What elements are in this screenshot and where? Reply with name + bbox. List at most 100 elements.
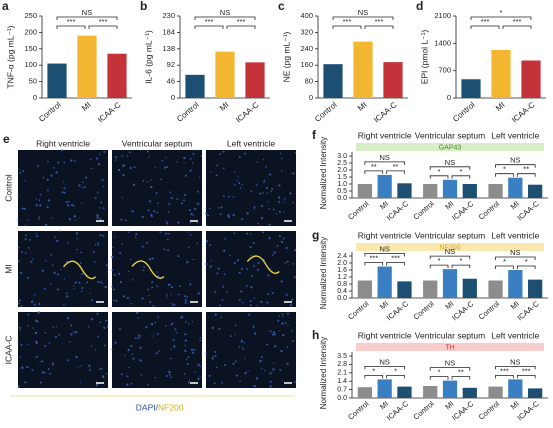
nucleus <box>27 343 30 346</box>
bar <box>397 183 412 198</box>
nucleus <box>105 264 108 266</box>
nucleus <box>252 241 255 244</box>
significance-bracket <box>364 366 405 370</box>
nucleus <box>272 368 275 371</box>
nucleus <box>139 149 141 151</box>
micrograph <box>18 231 108 307</box>
nucleus <box>283 198 286 200</box>
significance-bracket <box>495 265 514 269</box>
nucleus <box>270 372 273 374</box>
nucleus <box>154 376 156 379</box>
nucleus <box>279 330 281 332</box>
nucleus <box>166 222 169 225</box>
significance-bracket <box>332 25 362 29</box>
nucleus <box>34 331 38 335</box>
nucleus <box>73 331 75 333</box>
nucleus <box>230 335 232 338</box>
bar <box>521 60 541 98</box>
nucleus <box>100 201 103 204</box>
y-tick-label: 1400 <box>434 38 451 47</box>
row-label: Control <box>3 174 13 202</box>
nucleus <box>219 213 222 216</box>
nucleus <box>259 192 262 195</box>
nucleus <box>227 215 230 219</box>
nucleus <box>194 208 197 211</box>
nucleus <box>213 382 216 385</box>
nucleus <box>70 159 73 162</box>
nucleus <box>184 193 187 197</box>
nucleus <box>222 285 224 288</box>
panel-label: a <box>2 0 9 13</box>
significance-label: NS <box>510 248 520 257</box>
nucleus <box>137 317 139 319</box>
nucleus <box>184 174 187 177</box>
nucleus <box>248 313 251 316</box>
bar <box>461 79 481 98</box>
nucleus <box>17 196 19 198</box>
significance-bracket <box>451 264 471 269</box>
x-tick-label: MI <box>509 399 521 411</box>
nucleus <box>154 166 156 168</box>
x-tick-label: MI <box>494 100 507 113</box>
nucleus <box>184 339 187 342</box>
nucleus <box>259 361 261 363</box>
significance-label: * <box>525 257 528 266</box>
nucleus <box>101 375 105 378</box>
significance-label: *** <box>99 17 108 26</box>
y-tick-label: 2100 <box>434 11 451 20</box>
nucleus <box>250 254 253 256</box>
significance-label: NS <box>445 247 455 256</box>
nucleus <box>47 160 49 163</box>
nucleus <box>151 286 154 289</box>
marker-label: GAP43 <box>439 144 462 151</box>
nucleus <box>292 201 295 204</box>
nucleus <box>217 206 220 209</box>
significance-label: *** <box>67 17 76 26</box>
nucleus <box>57 161 60 164</box>
nucleus <box>142 180 145 182</box>
nucleus <box>39 193 42 196</box>
nucleus <box>50 217 53 219</box>
nucleus <box>214 313 217 316</box>
nucleus <box>36 235 39 238</box>
nucleus <box>74 219 76 221</box>
y-axis-label: NE (pg mL⁻¹) <box>281 31 291 82</box>
y-tick-label: 400 <box>300 11 313 20</box>
nucleus <box>106 325 109 328</box>
nucleus <box>33 303 36 306</box>
significance-label: *** <box>375 17 384 26</box>
significance-label: NS <box>379 357 389 366</box>
nucleus <box>247 370 249 372</box>
nucleus <box>37 164 39 167</box>
x-tick-label: Control <box>477 399 502 422</box>
significance-bracket <box>429 367 471 371</box>
nucleus <box>199 365 201 367</box>
nucleus <box>133 165 136 168</box>
y-tick-label: 1.0 <box>337 181 347 188</box>
nucleus <box>168 203 171 205</box>
caption-dapi: DAPI/ <box>136 402 159 412</box>
x-tick-label: MI <box>443 199 455 211</box>
nucleus <box>268 207 271 210</box>
significance-label: *** <box>237 17 246 26</box>
nucleus <box>219 153 221 155</box>
nucleus <box>205 352 208 355</box>
nucleus <box>207 214 210 217</box>
significance-label: *** <box>205 17 214 26</box>
nucleus <box>140 374 143 376</box>
caption-nf200: NF200 <box>158 402 184 412</box>
nucleus <box>93 261 96 263</box>
nucleus <box>19 329 22 331</box>
nucleus <box>46 178 49 181</box>
nucleus <box>43 287 46 290</box>
row-label: MI <box>3 264 13 273</box>
bar <box>377 379 392 398</box>
nucleus <box>167 249 170 252</box>
nucleus <box>97 243 100 246</box>
y-tick-label: 200 <box>24 27 37 36</box>
nucleus <box>130 303 132 305</box>
nucleus <box>253 332 257 335</box>
nucleus <box>156 333 159 336</box>
nucleus <box>42 176 45 179</box>
bar <box>462 387 477 398</box>
